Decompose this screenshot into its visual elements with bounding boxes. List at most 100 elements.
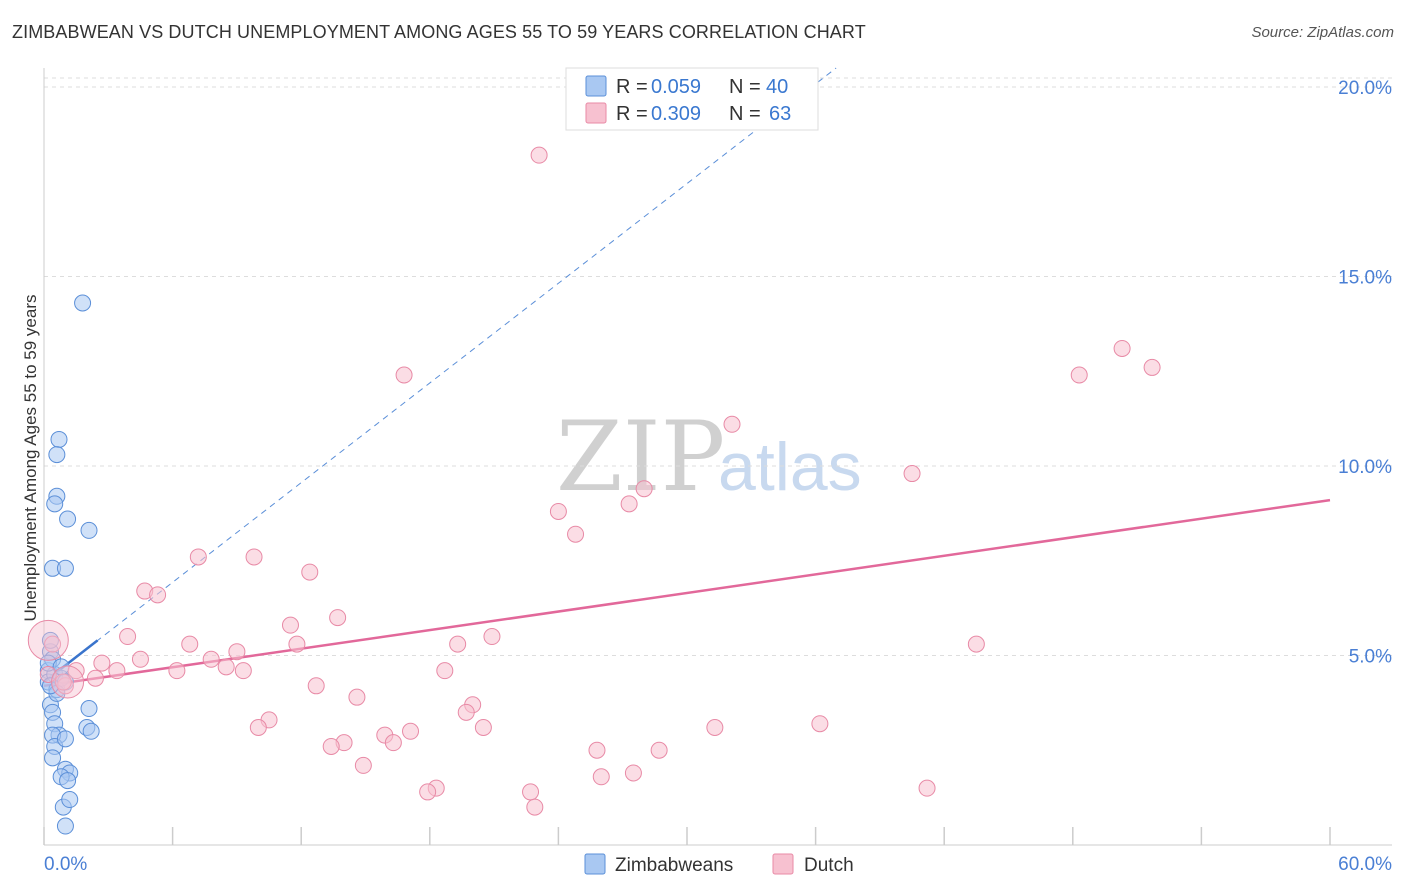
data-point-dutch (189, 548, 207, 566)
data-point-dutch (395, 366, 413, 384)
data-point-dutch (530, 146, 548, 164)
data-point-dutch (402, 722, 420, 740)
data-point-zimbabwean (56, 730, 74, 748)
data-point-dutch (249, 719, 267, 737)
data-point-dutch-cluster (51, 665, 85, 699)
data-point-dutch (522, 783, 540, 801)
data-point-zimbabwean (74, 294, 92, 312)
data-point-dutch (620, 495, 638, 513)
y-axis-label: Unemployment Among Ages 55 to 59 years (21, 295, 40, 622)
legend-r-value-zimbabwean: 0.059 (651, 76, 701, 98)
data-point-dutch (588, 741, 606, 759)
y-tick-label: 5.0% (1349, 646, 1392, 667)
data-point-dutch (168, 662, 186, 680)
data-point-dutch (149, 586, 167, 604)
data-point-dutch (307, 677, 325, 695)
data-point-dutch (54, 673, 72, 691)
data-point-dutch (903, 465, 921, 483)
data-point-dutch (650, 741, 668, 759)
data-point-dutch (592, 768, 610, 786)
data-point-dutch-cluster (27, 619, 69, 661)
data-point-dutch (108, 662, 126, 680)
data-point-dutch (457, 703, 475, 721)
data-points (27, 146, 1161, 835)
legend-r-label-dutch: R = (616, 103, 648, 125)
data-point-dutch (119, 628, 137, 646)
data-point-zimbabwean (59, 510, 77, 528)
data-point-dutch (967, 635, 985, 653)
data-point-dutch (329, 609, 347, 627)
data-point-dutch (384, 734, 402, 752)
data-point-dutch (1143, 358, 1161, 376)
series-swatch-dutch (772, 853, 794, 875)
trend-line-dutch (43, 498, 1331, 688)
data-point-dutch (245, 548, 263, 566)
data-point-zimbabwean (80, 521, 98, 539)
data-point-dutch (181, 635, 199, 653)
grid-lines (44, 77, 1392, 656)
correlation-legend: R = 0.059 N = 40 R = 0.309 N = 63 (565, 67, 819, 131)
data-point-zimbabwean (48, 446, 66, 464)
data-point-dutch (567, 525, 585, 543)
data-point-zimbabwean (50, 430, 68, 448)
axes (43, 68, 1392, 846)
source-credit: Source: ZipAtlas.com (1251, 24, 1394, 41)
legend-swatch-dutch (585, 102, 607, 124)
data-point-dutch (474, 719, 492, 737)
data-point-dutch (918, 779, 936, 797)
data-point-zimbabwean (80, 700, 98, 718)
data-point-dutch (348, 688, 366, 706)
data-point-dutch (131, 650, 149, 668)
data-point-dutch (44, 635, 62, 653)
data-point-dutch (228, 643, 246, 661)
data-point-zimbabwean (61, 791, 79, 809)
x-tick-label-min: 0.0% (44, 854, 87, 875)
data-point-dutch (217, 658, 235, 676)
y-tick-label: 20.0% (1338, 78, 1392, 99)
data-point-dutch (723, 415, 741, 433)
data-point-zimbabwean (59, 772, 77, 790)
data-point-dutch (1070, 366, 1088, 384)
data-point-dutch (811, 715, 829, 733)
x-tick-label-max: 60.0% (1338, 854, 1392, 875)
data-point-dutch (93, 654, 111, 672)
data-point-dutch (234, 662, 252, 680)
data-point-dutch (288, 635, 306, 653)
data-point-dutch (706, 719, 724, 737)
data-point-zimbabwean (82, 722, 100, 740)
legend-n-value-zimbabwean: 40 (766, 76, 788, 98)
data-point-zimbabwean (46, 495, 64, 513)
data-point-dutch (202, 650, 220, 668)
y-tick-label: 15.0% (1338, 267, 1392, 288)
legend-n-value-dutch: 63 (769, 103, 791, 125)
legend-box (565, 67, 819, 131)
data-point-dutch (549, 502, 567, 520)
trend-lines (43, 67, 1331, 688)
y-tick-label: 10.0% (1338, 457, 1392, 478)
series-label-dutch: Dutch (804, 855, 854, 876)
series-legend: Zimbabweans Dutch (584, 853, 854, 876)
data-point-dutch (526, 798, 544, 816)
data-point-zimbabwean (44, 749, 62, 767)
legend-r-value-dutch: 0.309 (651, 103, 701, 125)
legend-n-label-zimbabwean: N = (729, 76, 761, 98)
data-point-dutch (1113, 339, 1131, 357)
legend-n-label-dutch: N = (729, 103, 761, 125)
data-point-dutch (635, 480, 653, 498)
data-point-dutch (624, 764, 642, 782)
series-swatch-zimbabweans (584, 853, 606, 875)
data-point-dutch (483, 628, 501, 646)
data-point-dutch (436, 662, 454, 680)
data-point-dutch (301, 563, 319, 581)
data-point-dutch (419, 783, 437, 801)
data-point-dutch (281, 616, 299, 634)
series-label-zimbabweans: Zimbabweans (615, 855, 733, 876)
trend-line-zimbabwean-extended (43, 67, 837, 683)
legend-swatch-zimbabwean (585, 75, 607, 97)
data-point-dutch (449, 635, 467, 653)
chart-title: ZIMBABWEAN VS DUTCH UNEMPLOYMENT AMONG A… (12, 22, 866, 42)
tick-labels: 5.0% 10.0% 15.0% 20.0% 0.0% 60.0% (44, 78, 1392, 875)
watermark-atlas: atlas (718, 429, 862, 505)
legend-r-label-zimbabwean: R = (616, 76, 648, 98)
